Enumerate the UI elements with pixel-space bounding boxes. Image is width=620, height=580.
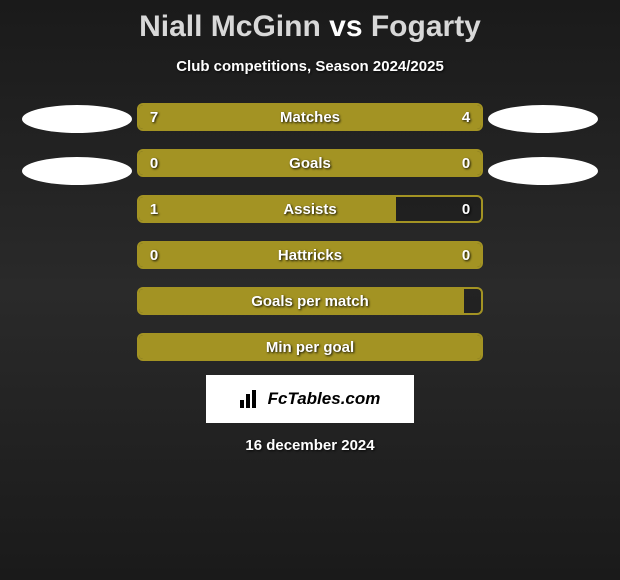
left-side-column xyxy=(17,103,137,209)
barchart-icon xyxy=(240,390,262,408)
generated-date: 16 december 2024 xyxy=(245,437,374,454)
bar-left-fill xyxy=(139,105,357,129)
subtitle: Club competitions, Season 2024/2025 xyxy=(176,58,444,75)
bars-column: Matches74 Goals00 Assists10 Hattricks00 Goal… xyxy=(137,103,483,361)
stat-bar: Assists10 xyxy=(137,195,483,223)
player2-badge-placeholder xyxy=(488,157,598,185)
player1-badge-placeholder xyxy=(22,105,132,133)
bar-left-fill xyxy=(139,335,481,359)
right-side-column xyxy=(483,103,603,209)
player1-name: Niall McGinn xyxy=(139,10,321,43)
player2-name: Fogarty xyxy=(371,10,481,43)
vs-label: vs xyxy=(329,10,362,43)
bar-right-fill xyxy=(357,105,481,129)
comparison-infographic: Niall McGinn vs Fogarty Club competition… xyxy=(0,0,620,580)
site-logo-text: FcTables.com xyxy=(268,389,381,409)
player1-badge-placeholder xyxy=(22,157,132,185)
bar-left-fill xyxy=(139,197,396,221)
stat-bar: Goals00 xyxy=(137,149,483,177)
bar-left-fill xyxy=(139,243,481,267)
stat-bar: Goals per match xyxy=(137,287,483,315)
page-title: Niall McGinn vs Fogarty xyxy=(0,10,620,44)
bar-left-fill xyxy=(139,289,464,313)
chart-area: Matches74 Goals00 Assists10 Hattricks00 Goal… xyxy=(0,103,620,361)
stat-bar: Min per goal xyxy=(137,333,483,361)
stat-bar: Hattricks00 xyxy=(137,241,483,269)
bar-left-fill xyxy=(139,151,481,175)
stat-bar: Matches74 xyxy=(137,103,483,131)
site-logo: FcTables.com xyxy=(206,375,414,423)
player2-badge-placeholder xyxy=(488,105,598,133)
bar-right-value: 0 xyxy=(451,197,481,221)
